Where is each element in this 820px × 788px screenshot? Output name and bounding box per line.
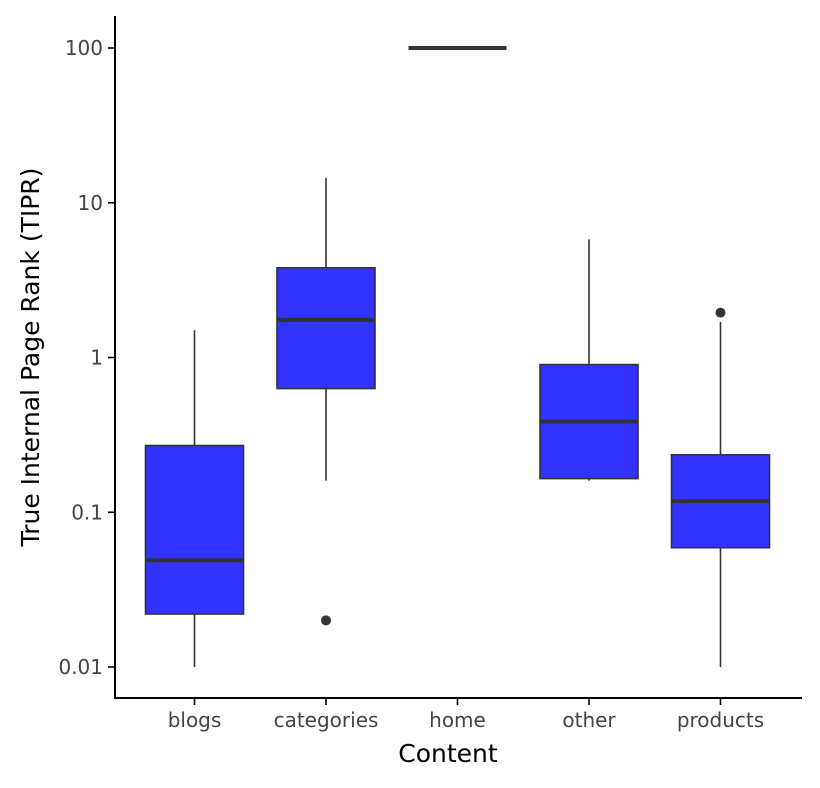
y-tick-label: 0.1: [71, 500, 103, 524]
box-group-blogs: [144, 330, 245, 667]
outlier-point: [715, 307, 726, 318]
plot-area: [144, 46, 771, 667]
outlier-point: [321, 615, 331, 626]
y-axis-title: True Internal Page Rank (TIPR): [16, 168, 45, 548]
box-group-products: [670, 307, 771, 667]
box-group-categories: [276, 177, 376, 626]
x-tick-label: other: [562, 708, 616, 732]
box-group-other: [539, 239, 639, 481]
y-tick-label: 0.01: [58, 655, 103, 679]
x-axis-title: Content: [398, 739, 498, 768]
x-tick-label: home: [429, 708, 486, 732]
y-axis-ticks: 0.01 0.1 1 10 100: [58, 36, 115, 679]
box-iqr: [276, 266, 376, 390]
y-tick-label: 1: [90, 346, 103, 370]
y-tick-label: 10: [78, 191, 103, 215]
box-iqr: [144, 444, 245, 615]
x-axis-ticks: blogs categories home other products: [168, 698, 764, 732]
x-tick-label: blogs: [168, 708, 222, 732]
x-tick-label: products: [677, 708, 764, 732]
x-tick-label: categories: [274, 708, 379, 732]
y-tick-label: 100: [65, 36, 103, 60]
